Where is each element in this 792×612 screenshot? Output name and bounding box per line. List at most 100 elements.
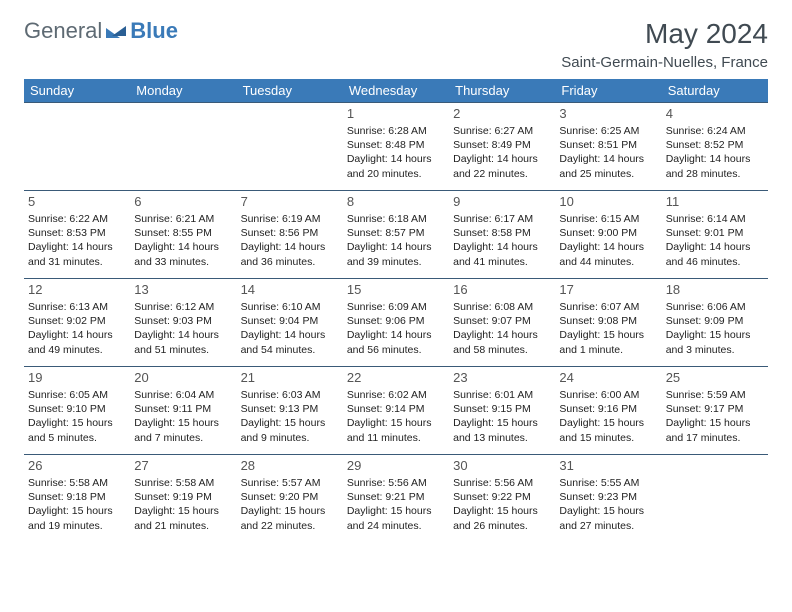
calendar-day-cell: 19Sunrise: 6:05 AMSunset: 9:10 PMDayligh… xyxy=(24,367,130,455)
sunrise-line: Sunrise: 6:08 AM xyxy=(453,300,551,314)
calendar-day-cell: 20Sunrise: 6:04 AMSunset: 9:11 PMDayligh… xyxy=(130,367,236,455)
sunset-line: Sunset: 9:11 PM xyxy=(134,402,232,416)
calendar-page: General Blue May 2024 Saint-Germain-Nuel… xyxy=(0,0,792,612)
day-number: 2 xyxy=(453,106,551,121)
sunrise-line: Sunrise: 6:22 AM xyxy=(28,212,126,226)
day-number: 25 xyxy=(666,370,764,385)
day-number: 29 xyxy=(347,458,445,473)
brand-second: Blue xyxy=(130,18,178,44)
calendar-day-cell: 18Sunrise: 6:06 AMSunset: 9:09 PMDayligh… xyxy=(662,279,768,367)
day-header: Sunday xyxy=(24,79,130,103)
sunset-line: Sunset: 9:23 PM xyxy=(559,490,657,504)
daylight-line: Daylight: 15 hours xyxy=(347,416,445,430)
brand-first: General xyxy=(24,18,102,44)
sunrise-line: Sunrise: 6:17 AM xyxy=(453,212,551,226)
daylight-line: Daylight: 14 hours xyxy=(666,240,764,254)
daylight-line: and 56 minutes. xyxy=(347,343,445,357)
calendar-day-cell: 10Sunrise: 6:15 AMSunset: 9:00 PMDayligh… xyxy=(555,191,661,279)
sunset-line: Sunset: 9:03 PM xyxy=(134,314,232,328)
daylight-line: Daylight: 14 hours xyxy=(347,328,445,342)
calendar-day-cell: 21Sunrise: 6:03 AMSunset: 9:13 PMDayligh… xyxy=(237,367,343,455)
day-number: 18 xyxy=(666,282,764,297)
sunset-line: Sunset: 8:58 PM xyxy=(453,226,551,240)
day-number: 22 xyxy=(347,370,445,385)
sunset-line: Sunset: 9:01 PM xyxy=(666,226,764,240)
daylight-line: Daylight: 15 hours xyxy=(453,504,551,518)
daylight-line: Daylight: 15 hours xyxy=(559,416,657,430)
sunrise-line: Sunrise: 6:10 AM xyxy=(241,300,339,314)
day-header: Thursday xyxy=(449,79,555,103)
sunrise-line: Sunrise: 6:24 AM xyxy=(666,124,764,138)
daylight-line: Daylight: 14 hours xyxy=(453,152,551,166)
day-number: 28 xyxy=(241,458,339,473)
day-number: 26 xyxy=(28,458,126,473)
day-number: 11 xyxy=(666,194,764,209)
calendar-body: 1Sunrise: 6:28 AMSunset: 8:48 PMDaylight… xyxy=(24,103,768,543)
day-number: 5 xyxy=(28,194,126,209)
day-number: 19 xyxy=(28,370,126,385)
daylight-line: Daylight: 15 hours xyxy=(241,504,339,518)
calendar-table: Sunday Monday Tuesday Wednesday Thursday… xyxy=(24,79,768,543)
calendar-day-cell: 6Sunrise: 6:21 AMSunset: 8:55 PMDaylight… xyxy=(130,191,236,279)
day-header: Monday xyxy=(130,79,236,103)
calendar-day-cell: 25Sunrise: 5:59 AMSunset: 9:17 PMDayligh… xyxy=(662,367,768,455)
daylight-line: Daylight: 15 hours xyxy=(666,328,764,342)
daylight-line: Daylight: 15 hours xyxy=(28,504,126,518)
day-header: Friday xyxy=(555,79,661,103)
daylight-line: Daylight: 15 hours xyxy=(453,416,551,430)
calendar-week-row: 12Sunrise: 6:13 AMSunset: 9:02 PMDayligh… xyxy=(24,279,768,367)
calendar-day-cell: 16Sunrise: 6:08 AMSunset: 9:07 PMDayligh… xyxy=(449,279,555,367)
sunrise-line: Sunrise: 6:21 AM xyxy=(134,212,232,226)
sunrise-line: Sunrise: 6:12 AM xyxy=(134,300,232,314)
day-number: 10 xyxy=(559,194,657,209)
sunset-line: Sunset: 9:06 PM xyxy=(347,314,445,328)
daylight-line: Daylight: 14 hours xyxy=(28,328,126,342)
calendar-day-cell: 8Sunrise: 6:18 AMSunset: 8:57 PMDaylight… xyxy=(343,191,449,279)
day-number: 8 xyxy=(347,194,445,209)
calendar-day-cell: 22Sunrise: 6:02 AMSunset: 9:14 PMDayligh… xyxy=(343,367,449,455)
sunrise-line: Sunrise: 6:14 AM xyxy=(666,212,764,226)
sunset-line: Sunset: 8:48 PM xyxy=(347,138,445,152)
title-block: May 2024 Saint-Germain-Nuelles, France xyxy=(561,18,768,71)
daylight-line: and 46 minutes. xyxy=(666,255,764,269)
sunrise-line: Sunrise: 6:02 AM xyxy=(347,388,445,402)
day-number: 14 xyxy=(241,282,339,297)
daylight-line: and 20 minutes. xyxy=(347,167,445,181)
sunset-line: Sunset: 8:56 PM xyxy=(241,226,339,240)
sunrise-line: Sunrise: 6:09 AM xyxy=(347,300,445,314)
daylight-line: and 25 minutes. xyxy=(559,167,657,181)
daylight-line: and 13 minutes. xyxy=(453,431,551,445)
sunset-line: Sunset: 9:08 PM xyxy=(559,314,657,328)
sunset-line: Sunset: 9:13 PM xyxy=(241,402,339,416)
sunrise-line: Sunrise: 5:56 AM xyxy=(347,476,445,490)
sunset-line: Sunset: 9:19 PM xyxy=(134,490,232,504)
sunset-line: Sunset: 9:16 PM xyxy=(559,402,657,416)
calendar-header-row: Sunday Monday Tuesday Wednesday Thursday… xyxy=(24,79,768,103)
day-number: 1 xyxy=(347,106,445,121)
daylight-line: Daylight: 14 hours xyxy=(134,328,232,342)
daylight-line: and 21 minutes. xyxy=(134,519,232,533)
calendar-day-cell: 12Sunrise: 6:13 AMSunset: 9:02 PMDayligh… xyxy=(24,279,130,367)
daylight-line: and 27 minutes. xyxy=(559,519,657,533)
daylight-line: and 58 minutes. xyxy=(453,343,551,357)
calendar-day-cell: 27Sunrise: 5:58 AMSunset: 9:19 PMDayligh… xyxy=(130,455,236,543)
day-number: 13 xyxy=(134,282,232,297)
sunrise-line: Sunrise: 6:06 AM xyxy=(666,300,764,314)
day-number: 3 xyxy=(559,106,657,121)
day-number: 4 xyxy=(666,106,764,121)
daylight-line: and 26 minutes. xyxy=(453,519,551,533)
sunrise-line: Sunrise: 6:27 AM xyxy=(453,124,551,138)
daylight-line: and 15 minutes. xyxy=(559,431,657,445)
day-number: 31 xyxy=(559,458,657,473)
calendar-day-cell: 5Sunrise: 6:22 AMSunset: 8:53 PMDaylight… xyxy=(24,191,130,279)
sunset-line: Sunset: 9:00 PM xyxy=(559,226,657,240)
calendar-day-cell: 15Sunrise: 6:09 AMSunset: 9:06 PMDayligh… xyxy=(343,279,449,367)
sunrise-line: Sunrise: 5:58 AM xyxy=(28,476,126,490)
calendar-day-cell: 13 Sunrise: 6:12 AMSunset: 9:03 PMDayligh… xyxy=(130,279,236,367)
daylight-line: Daylight: 15 hours xyxy=(241,416,339,430)
calendar-day-cell xyxy=(237,103,343,191)
calendar-week-row: 5Sunrise: 6:22 AMSunset: 8:53 PMDaylight… xyxy=(24,191,768,279)
sunset-line: Sunset: 9:17 PM xyxy=(666,402,764,416)
sunrise-line: Sunrise: 6:19 AM xyxy=(241,212,339,226)
sunrise-line: Sunrise: 6:13 AM xyxy=(28,300,126,314)
